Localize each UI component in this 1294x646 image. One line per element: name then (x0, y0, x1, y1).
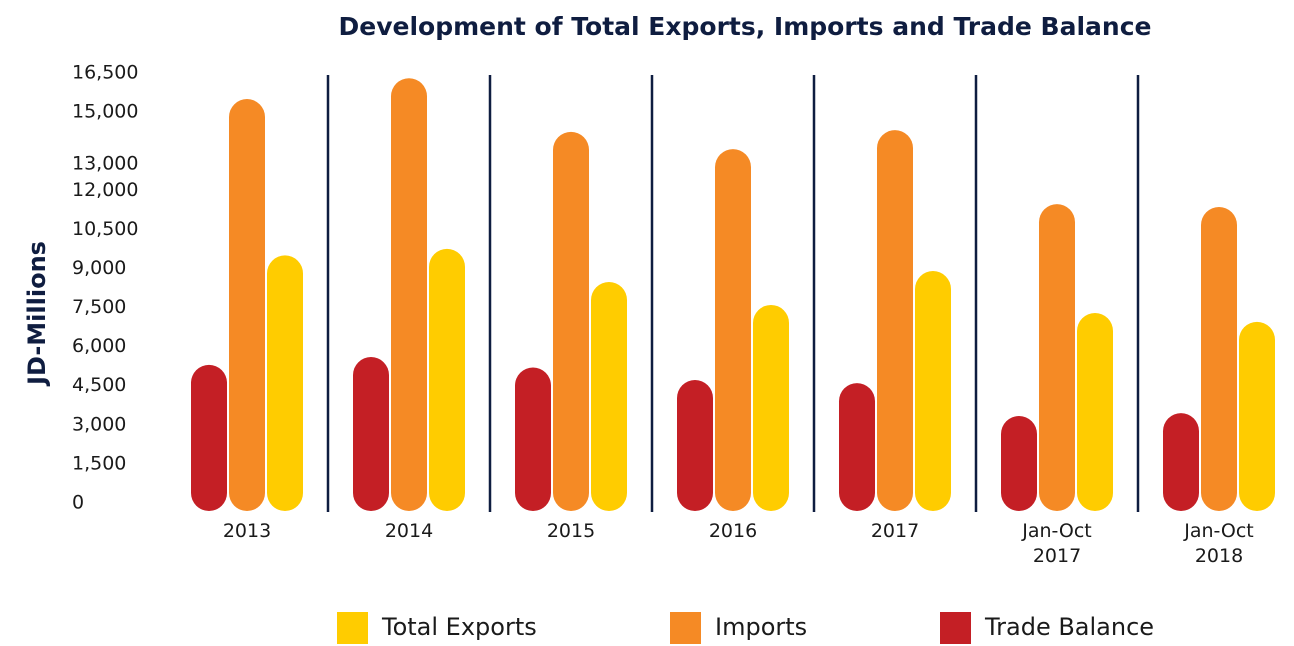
legend-label: Trade Balance (984, 613, 1154, 641)
bar (515, 367, 551, 511)
bar (1077, 313, 1113, 511)
bar (1163, 413, 1199, 511)
y-axis-label: JD-Millions (23, 241, 51, 387)
bar (229, 99, 265, 511)
y-tick-label: 9,000 (72, 257, 126, 279)
y-tick-label: 12,000 (72, 179, 138, 201)
bar (391, 78, 427, 511)
y-tick-label: 6,000 (72, 335, 126, 357)
x-tick-label: 2017 (870, 520, 920, 542)
bar (353, 357, 389, 511)
y-tick-label: 15,000 (72, 101, 138, 123)
x-tick-label: 2016 (708, 520, 758, 542)
bar (1001, 415, 1037, 511)
y-tick-label: 1,500 (72, 452, 126, 474)
x-tick-label: 2013 (222, 520, 272, 542)
y-tick-label: 13,000 (72, 153, 138, 175)
legend-swatch (337, 612, 368, 644)
y-tick-label: 4,500 (72, 374, 126, 396)
x-tick-label: Jan-Oct 2018 (1184, 520, 1254, 567)
x-tick-label: 2014 (384, 520, 434, 542)
bar (915, 271, 951, 511)
legend-swatch (670, 612, 701, 644)
bar (753, 304, 789, 511)
bar (1039, 204, 1075, 512)
bar (553, 131, 589, 511)
bar (267, 255, 303, 511)
bar (677, 379, 713, 511)
x-tick-label: 2015 (546, 520, 596, 542)
y-tick-label: 16,500 (72, 62, 138, 84)
bar (715, 149, 751, 511)
bar (1239, 321, 1275, 511)
bar (429, 248, 465, 511)
legend-label: Total Exports (381, 613, 537, 641)
legend-label: Imports (715, 613, 807, 641)
chart-title: Development of Total Exports, Imports an… (338, 12, 1151, 41)
y-tick-label: 0 (72, 492, 84, 514)
bar (1201, 206, 1237, 511)
legend-swatch (940, 612, 971, 644)
bar (839, 383, 875, 511)
y-tick-label: 10,500 (72, 218, 138, 240)
x-tick-label: Jan-Oct 2017 (1022, 520, 1092, 567)
bar (877, 130, 913, 511)
bar (591, 282, 627, 511)
y-tick-label: 3,000 (72, 413, 126, 435)
bar (191, 364, 227, 511)
y-tick-label: 7,500 (72, 296, 126, 318)
